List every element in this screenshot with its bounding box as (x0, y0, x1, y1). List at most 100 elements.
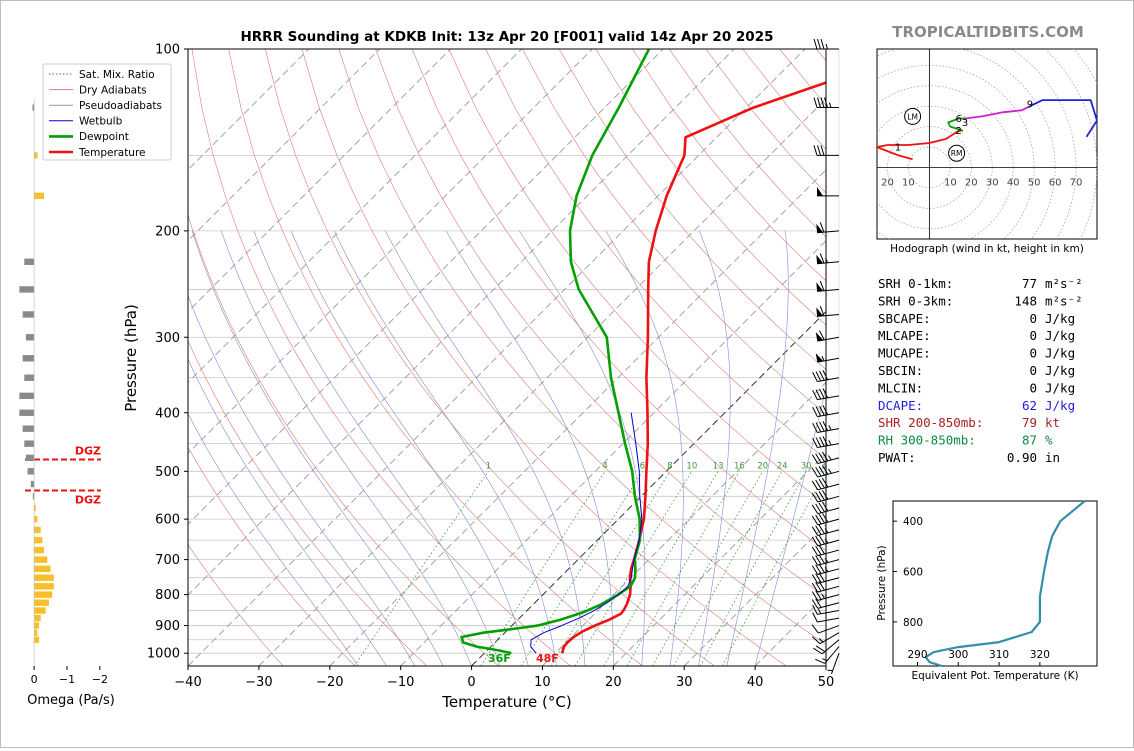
storm-motion-label: LM (907, 112, 918, 121)
dgz-label: DGZ (75, 445, 101, 458)
barb-flag (818, 39, 821, 49)
thetae-x-tick-label: 300 (948, 649, 968, 661)
barb-half-flag (818, 609, 820, 614)
wind-barb (814, 39, 839, 49)
barb-flag (814, 39, 817, 49)
hodo-ring-label: 20 (881, 177, 894, 188)
barb-flag (821, 39, 824, 49)
wind-barb (816, 222, 839, 232)
pseudoadiabat (221, 231, 471, 666)
pseudoadiabat (254, 231, 500, 666)
stat-label: MLCAPE: (878, 328, 931, 343)
legend-label: Sat. Mix. Ratio (79, 69, 155, 81)
barb-flag (814, 98, 817, 108)
y-tick-label: 1000 (147, 647, 180, 662)
hodograph-caption: Hodograph (wind in kt, height in km) (890, 243, 1084, 255)
hodo-ring-label: 50 (1028, 177, 1041, 188)
x-tick-label: −20 (316, 675, 343, 690)
y-tick-label: 900 (155, 619, 180, 634)
stat-value: 0 (1029, 311, 1037, 326)
omega-bar (23, 355, 35, 361)
y-tick-label: 800 (155, 588, 180, 603)
hodo-height-label: 9 (1027, 100, 1033, 111)
skewt-plot-area (188, 49, 826, 666)
isotherm-line (188, 49, 805, 666)
stat-value: 0 (1029, 328, 1037, 343)
thetae-y-tick-label: 800 (903, 617, 923, 629)
x-tick-label: 40 (747, 675, 764, 690)
dry-adiabat (302, 49, 786, 666)
stat-unit: J/kg (1045, 311, 1075, 326)
barb-flag (818, 145, 821, 155)
stat-value: 0 (1029, 346, 1037, 361)
stat-label: SRH 0-3km: (878, 293, 953, 308)
legend-label: Dry Adiabats (79, 84, 147, 96)
pseudoadiabat (446, 231, 613, 666)
barb-half-flag (830, 103, 832, 108)
stat-row: RH 300-850mb:87% (878, 433, 1053, 448)
isotherm-line (259, 49, 876, 666)
barb-half-flag (829, 440, 831, 445)
omega-xlabel: Omega (Pa/s) (27, 693, 115, 708)
x-tick-label: 0 (467, 675, 475, 690)
skewt-xlabel: Temperature (°C) (441, 693, 571, 711)
stat-label: SHR 200-850mb: (878, 415, 983, 430)
barb-half-flag (829, 455, 832, 459)
omega-bar (19, 286, 34, 292)
thetae-y-tick-label: 600 (903, 567, 923, 579)
stat-label: SBCAPE: (878, 311, 931, 326)
y-tick-label: 400 (155, 406, 180, 421)
stat-value: 0 (1029, 363, 1037, 378)
omega-bar (34, 527, 41, 533)
pseudoadiabat (727, 231, 788, 666)
x-tick-label: 10 (534, 675, 551, 690)
mixing-ratio-label: 16 (734, 461, 745, 471)
wind-barb (816, 331, 839, 342)
mixing-ratio-label: 30 (801, 461, 812, 471)
stat-value: 87 (1022, 433, 1037, 448)
dry-adiabat (376, 49, 931, 666)
mixing-ratio-line (481, 471, 605, 666)
stat-row: SBCAPE: 0 J/kg (878, 311, 1075, 326)
stat-label: MUCAPE: (878, 346, 931, 361)
barb-flag (812, 625, 818, 633)
omega-bar (34, 575, 54, 581)
stat-label: PWAT: (878, 450, 916, 465)
omega-bar (31, 481, 34, 487)
stat-unit: J/kg (1045, 328, 1075, 343)
brand-watermark: TROPICALTIDBITS.COM (892, 23, 1084, 41)
stat-value: 0 (1029, 380, 1037, 395)
hodo-ring-label: 20 (965, 177, 978, 188)
omega-bar (34, 537, 42, 543)
isotherm-line (330, 49, 947, 666)
omega-tick-label: −2 (92, 673, 108, 686)
omega-bar (26, 334, 34, 340)
omega-bar (24, 375, 34, 381)
stat-value: 62 (1022, 398, 1037, 413)
omega-bar (19, 393, 34, 399)
hodo-ring-label: 40 (1007, 177, 1020, 188)
y-tick-label: 300 (155, 331, 180, 346)
hodo-ring-label: 70 (1070, 177, 1083, 188)
thetae-xlabel: Equivalent Pot. Temperature (K) (911, 670, 1078, 682)
omega-bar (19, 410, 34, 416)
dry-adiabat (192, 49, 571, 666)
omega-bar (34, 566, 50, 572)
wind-barb (816, 306, 839, 316)
barb-staff (817, 618, 839, 622)
wind-barb (827, 653, 839, 674)
dry-adiabat (155, 49, 499, 666)
barb-flag (815, 659, 825, 663)
barb-pennant (817, 187, 823, 196)
omega-bar (34, 583, 54, 589)
stat-value: 77 (1022, 276, 1037, 291)
omega-bar (34, 516, 37, 522)
y-tick-label: 700 (155, 553, 180, 568)
